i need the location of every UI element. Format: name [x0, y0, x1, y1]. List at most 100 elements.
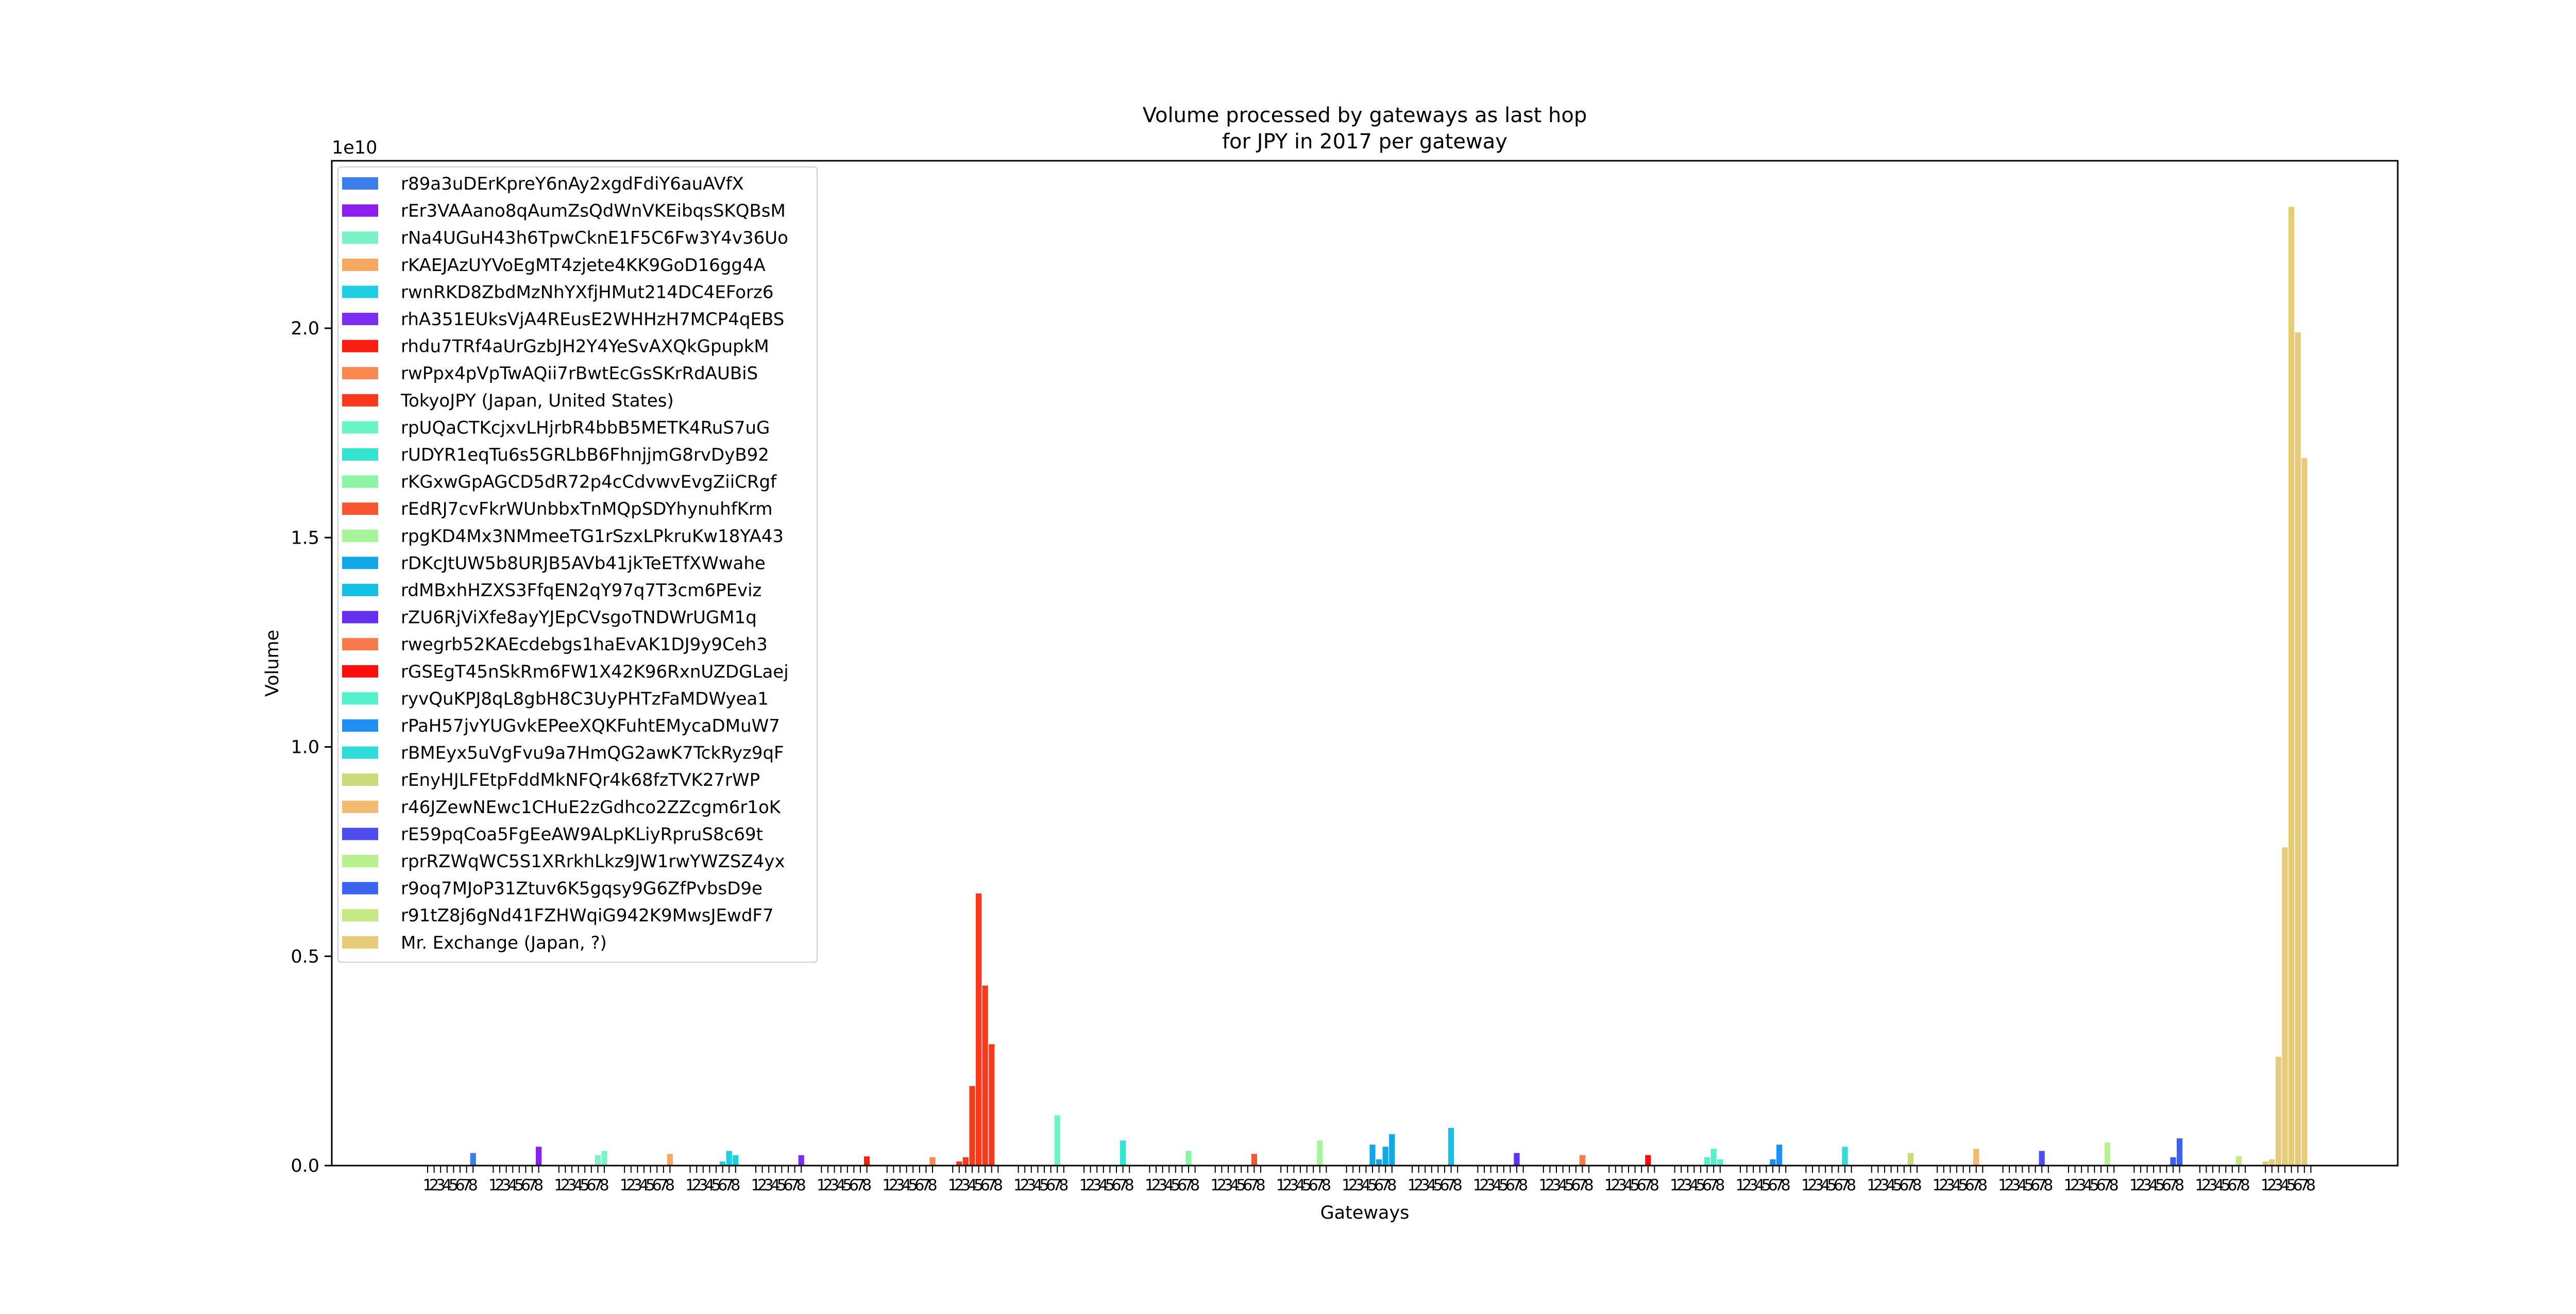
x-tick-label: 6 [980, 1176, 990, 1194]
bar [1185, 1151, 1192, 1166]
x-tick-label: 4 [1755, 1176, 1765, 1194]
x-tick-label: 7 [724, 1176, 734, 1194]
legend-swatch [342, 285, 378, 298]
legend-swatch [342, 502, 378, 515]
x-tick-label: 6 [1637, 1176, 1647, 1194]
legend-box [337, 166, 818, 963]
x-tick-label: 5 [1761, 1176, 1771, 1194]
x-axis-label: Gateways [1320, 1203, 1410, 1223]
bar [1645, 1155, 1651, 1166]
x-tick-label: 2 [2267, 1176, 2277, 1194]
x-tick-label: 7 [1249, 1176, 1259, 1194]
x-tick-label: 5 [842, 1176, 852, 1194]
x-tick-label: 7 [1709, 1176, 1719, 1194]
legend-swatch [342, 231, 378, 244]
x-tick-label: 7 [658, 1176, 668, 1194]
x-tick-label: 5 [711, 1176, 721, 1194]
legend-label: ryvQuKPJ8qL8gbH8C3UyPHTzFaMDWyea1 [401, 688, 769, 709]
bar [2262, 1161, 2268, 1166]
legend-label: rhA351EUksVjA4REusE2WHHzH7MCP4qEBS [401, 309, 784, 330]
legend-swatch [342, 177, 378, 190]
y-axis-offset-label: 1e10 [332, 138, 377, 158]
x-tick-label: 6 [1111, 1176, 1121, 1194]
x-tick-label: 4 [442, 1176, 452, 1194]
x-tick-label: 5 [2221, 1176, 2231, 1194]
y-axis-label: Volume [262, 630, 283, 697]
legend-label: rPaH57jvYUGvkEPeeXQKFuhtEMycaDMuW7 [401, 716, 780, 736]
x-tick-label: 8 [665, 1176, 675, 1194]
bar [2289, 207, 2295, 1166]
x-tick-label: 3 [829, 1176, 839, 1194]
x-tick-label: 3 [633, 1176, 642, 1194]
legend-swatch [342, 611, 378, 624]
chart-title-line-2: for JPY in 2017 per gateway [1222, 130, 1507, 154]
legend-label: rpgKD4Mx3NMmeeTG1rSzxLPkruKw18YA43 [401, 526, 784, 547]
bar [2039, 1151, 2045, 1166]
x-tick-label: 1 [1407, 1176, 1417, 1194]
legend-swatch [342, 367, 378, 380]
x-tick-label: 7 [987, 1176, 996, 1194]
bar [595, 1155, 601, 1166]
x-tick-label: 8 [1059, 1176, 1069, 1194]
y-tick-label: 2.0 [291, 318, 319, 339]
x-tick-label: 3 [567, 1176, 577, 1194]
x-tick-label: 3 [764, 1176, 774, 1194]
x-tick-label: 1 [2195, 1176, 2205, 1194]
x-tick-label: 3 [2142, 1176, 2152, 1194]
x-tick-label: 5 [1105, 1176, 1115, 1194]
y-tick-label: 1.5 [291, 528, 319, 548]
x-tick-label: 5 [2155, 1176, 2165, 1194]
x-tick-label: 1 [1342, 1176, 1351, 1194]
legend-swatch [342, 909, 378, 922]
x-tick-label: 8 [796, 1176, 806, 1194]
bar [470, 1153, 476, 1166]
bar [536, 1147, 542, 1166]
x-tick-label: 2 [1217, 1176, 1227, 1194]
legend-label: rhdu7TRf4aUrGzbJH2Y4YeSvAXQkGpupkM [401, 336, 769, 357]
bar [1770, 1159, 1776, 1166]
x-tick-label: 8 [862, 1176, 872, 1194]
x-tick-label: 4 [1033, 1176, 1043, 1194]
bar [1973, 1149, 1979, 1166]
legend-label: Mr. Exchange (Japan, ?) [401, 933, 607, 953]
bar [667, 1154, 673, 1166]
x-tick-label: 5 [1630, 1176, 1640, 1194]
plot-frame [331, 160, 2399, 1167]
bar [1579, 1155, 1585, 1166]
x-tick-label: 5 [1499, 1176, 1509, 1194]
x-tick-label: 7 [462, 1176, 471, 1194]
legend-swatch [342, 529, 378, 542]
x-tick-label: 5 [1302, 1176, 1312, 1194]
x-tick-label: 7 [1840, 1176, 1850, 1194]
x-tick-label: 7 [921, 1176, 931, 1194]
x-tick-label: 6 [1046, 1176, 1056, 1194]
x-tick-label: 2 [1020, 1176, 1030, 1194]
x-tick-label: 4 [1952, 1176, 1961, 1194]
bar [969, 1086, 975, 1166]
legend-swatch [342, 719, 378, 732]
x-tick-label: 5 [514, 1176, 524, 1194]
bar [2275, 1056, 2281, 1166]
x-tick-label: 2 [1151, 1176, 1161, 1194]
bar [798, 1155, 804, 1166]
x-tick-label: 2 [1348, 1176, 1358, 1194]
x-tick-label: 8 [2043, 1176, 2053, 1194]
x-tick-label: 3 [1749, 1176, 1758, 1194]
x-tick-label: 6 [2227, 1176, 2237, 1194]
x-tick-label: 6 [586, 1176, 596, 1194]
x-tick-label: 3 [961, 1176, 971, 1194]
x-tick-label: 8 [1912, 1176, 1922, 1194]
x-tick-label: 1 [1538, 1176, 1548, 1194]
x-tick-label: 2 [1807, 1176, 1817, 1194]
x-tick-label: 7 [1315, 1176, 1325, 1194]
bar [2105, 1142, 2111, 1166]
legend-swatch [342, 773, 378, 786]
legend-label: rGSEgT45nSkRm6FW1X42K96RxnUZDGLaej [401, 662, 789, 682]
bar [1514, 1153, 1520, 1166]
x-tick-label: 1 [751, 1176, 760, 1194]
x-tick-label: 8 [731, 1176, 740, 1194]
legend-label: rprRZWqWC5S1XRrkhLkz9JW1rwYWZSZ4yx [401, 851, 785, 872]
x-tick-label: 4 [1623, 1176, 1633, 1194]
bar [720, 1161, 726, 1166]
x-tick-label: 6 [1702, 1176, 1712, 1194]
